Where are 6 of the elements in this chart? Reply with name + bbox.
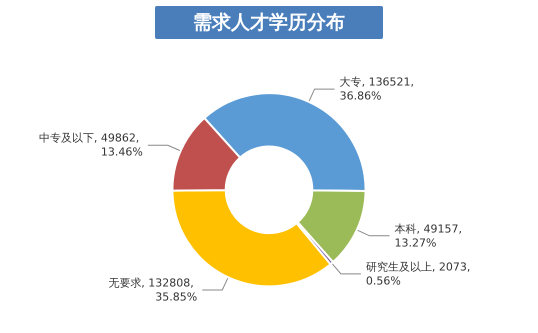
chart-title: 需求人才学历分布 bbox=[193, 12, 345, 34]
slice-label: 无要求, 132808, 35.85% bbox=[108, 276, 198, 304]
slice-label: 中专及以下, 49862, 13.46% bbox=[38, 132, 143, 159]
slice-label: 大专, 136521, 36.86% bbox=[340, 76, 418, 103]
slice-label: 本科, 49157, 13.27% bbox=[394, 222, 466, 250]
slice-label: 研究生及以上, 2073, 0.56% bbox=[366, 260, 474, 288]
